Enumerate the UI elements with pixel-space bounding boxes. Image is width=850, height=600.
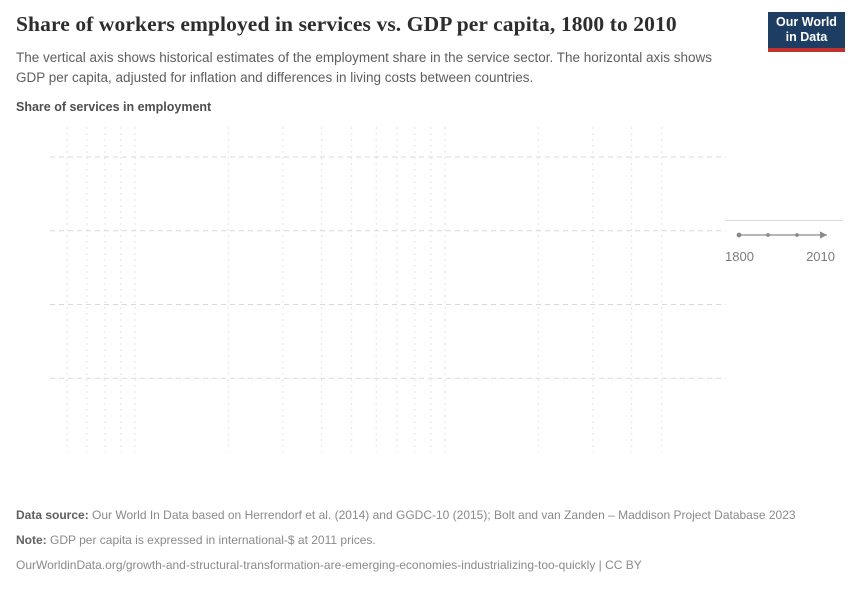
chart-canvas[interactable] xyxy=(0,115,740,500)
data-source-line: Data source: Our World In Data based on … xyxy=(16,506,820,524)
owid-logo-line1: Our World xyxy=(776,15,837,29)
gridlines xyxy=(50,127,726,452)
timeline-start-year: 1800 xyxy=(725,249,754,264)
timeline-axis xyxy=(736,231,827,239)
data-source-text: Our World In Data based on Herrendorf et… xyxy=(88,508,796,522)
owid-logo[interactable]: Our World in Data xyxy=(768,12,845,52)
timeline-end-year: 2010 xyxy=(806,249,835,264)
chart-area xyxy=(0,115,740,500)
timeline-arrow-icon xyxy=(820,231,827,239)
owid-logo-line2: in Data xyxy=(785,30,828,44)
note-label: Note: xyxy=(16,533,47,547)
timeline: 1800 2010 xyxy=(725,220,843,264)
y-axis-title: Share of services in employment xyxy=(16,100,212,114)
page-title: Share of workers employed in services vs… xyxy=(16,12,677,36)
timeline-mid-dot-1 xyxy=(766,233,770,237)
note-text: GDP per capita is expressed in internati… xyxy=(46,533,376,547)
canonical-url[interactable]: OurWorldinData.org/growth-and-structural… xyxy=(16,558,642,572)
data-source-label: Data source: xyxy=(16,508,89,522)
timeline-start-dot xyxy=(736,232,742,238)
timeline-mid-dot-2 xyxy=(795,233,799,237)
chart-subtitle: The vertical axis shows historical estim… xyxy=(16,50,713,85)
chart-footer: Data source: Our World In Data based on … xyxy=(16,506,820,581)
note-line: Note: GDP per capita is expressed in int… xyxy=(16,531,820,549)
